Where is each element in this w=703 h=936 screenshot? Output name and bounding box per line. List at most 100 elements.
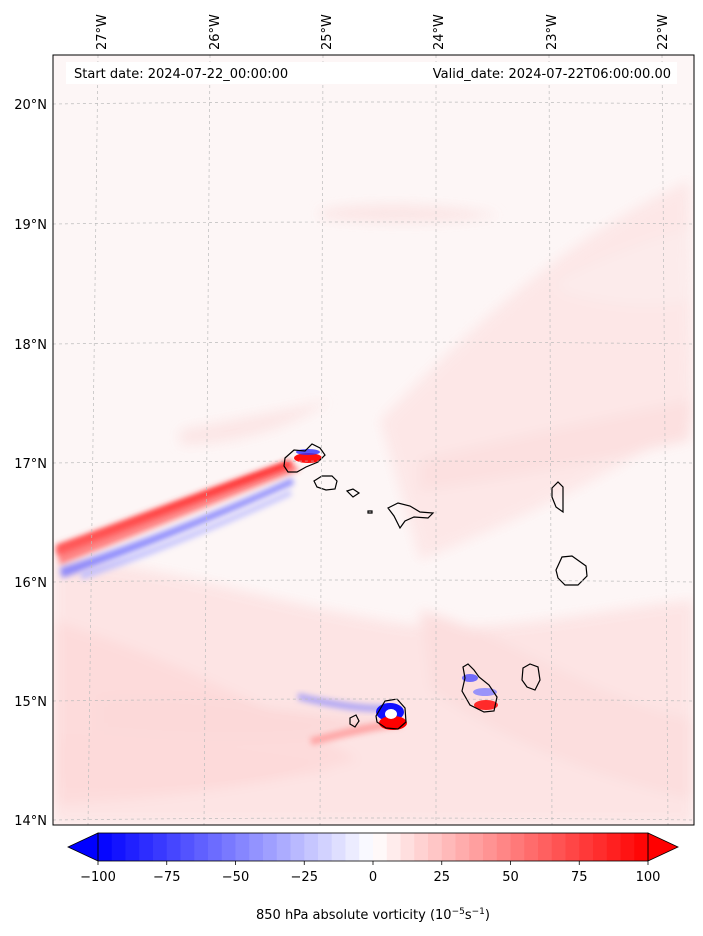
colorbar-steps [98,833,649,861]
colorbar-step [359,833,374,861]
coast-sal [551,481,564,514]
colorbar-step [180,833,195,861]
colorbar-step [331,833,346,861]
colorbar-tick-label: −25 [291,870,318,885]
colorbar-label: 850 hPa absolute vorticity (10−5s−1) [256,907,490,923]
coast-sao-nicolau [387,502,435,530]
grid-lon-27w [87,55,99,825]
colorbar-step [290,833,305,861]
coast-sao-vicente [313,475,338,491]
grid-lat-17n [53,460,694,464]
colorbar-step [551,833,566,861]
colorbar-step [139,833,154,861]
santo-antao-maximum [294,453,322,463]
colorbar-tick-label: −100 [80,870,116,885]
fogo-wake [298,693,407,745]
grid-lat-15n [53,698,694,702]
lon-label: 27°W [95,14,110,50]
colorbar-step [111,833,126,861]
colorbar-step [208,833,223,861]
colorbar-tick-label: 75 [571,870,588,885]
colorbar-tick-label: 25 [433,870,450,885]
colorbar-step [620,833,635,861]
coast-brava [349,714,360,728]
grid-lon-22w [661,55,669,825]
colorbar-step [510,833,525,861]
colorbar-step [263,833,278,861]
coastlines [283,443,588,730]
colorbar-tick-label: 100 [636,870,661,885]
coast-santa-luzia [345,488,361,498]
colorbar-step [593,833,608,861]
colorbar: −100 −75 −50 −25 0 25 50 75 100 850 hPa absolute… [67,832,679,923]
colorbar-step [565,833,580,861]
colorbar-step [579,833,594,861]
longitude-labels: 27°W 26°W 25°W 24°W 23°W 22°W [95,14,671,50]
coast-fogo [375,698,407,730]
lon-label: 23°W [545,14,560,50]
grid-lon-26w [203,55,211,825]
colorbar-step [496,833,511,861]
grid-lon-23w [548,55,553,825]
lat-label: 17°N [14,457,47,472]
lon-label: 25°W [320,14,335,50]
latitude-labels: 20°N 19°N 18°N 17°N 16°N 15°N 14°N [14,98,47,829]
island-wake-trail [56,460,300,580]
colorbar-ticks: −100 −75 −50 −25 0 25 50 75 100 [80,861,660,885]
grid-lat-14n [53,817,694,821]
colorbar-tick-label: 0 [369,870,377,885]
lat-label: 18°N [14,338,47,353]
colorbar-step [538,833,553,861]
lat-label: 15°N [14,695,47,710]
colorbar-step [125,833,140,861]
colorbar-tick-label: 50 [502,870,519,885]
gridlines [53,55,694,825]
colorbar-tick-label: −75 [153,870,180,885]
valid-date-label: Valid_date: 2024-07-22T06:00:00.00 [433,67,671,82]
colorbar-step [455,833,470,861]
map-frame [52,54,695,826]
colorbar-step [153,833,168,861]
coast-maio [521,663,541,691]
colorbar-extend-high [647,832,679,862]
lat-label: 14°N [14,814,47,829]
lon-label: 22°W [656,14,671,50]
map-panel: Start date: 2024-07-22_00:00:00 Valid_da… [52,54,695,826]
colorbar-step [194,833,209,861]
start-date-label: Start date: 2024-07-22_00:00:00 [74,67,288,82]
colorbar-step [276,833,291,861]
colorbar-step [524,833,539,861]
santo-antao-minimum [296,449,320,455]
colorbar-tick-label: −50 [222,870,249,885]
colorbar-extend-low [67,832,99,862]
colorbar-step [441,833,456,861]
colorbar-step [606,833,621,861]
colorbar-step [318,833,333,861]
lat-label: 20°N [14,98,47,113]
coast-razo [367,510,373,514]
colorbar-step [221,833,236,861]
colorbar-step [469,833,484,861]
colorbar-step [249,833,264,861]
colorbar-step [400,833,415,861]
colorbar-step [235,833,250,861]
grid-lat-20n [53,101,694,105]
lat-label: 16°N [14,576,47,591]
lat-label: 19°N [14,218,47,233]
coast-santiago [461,663,498,713]
background-vorticity-texture [53,180,694,825]
lon-label: 26°W [208,14,223,50]
grid-lon-25w [319,55,324,825]
grid-lat-19n [53,221,694,225]
grid-lat-18n [53,341,694,345]
colorbar-step [634,833,649,861]
colorbar-step [386,833,401,861]
colorbar-step [483,833,498,861]
colorbar-step [428,833,443,861]
vorticity-field [53,55,694,825]
colorbar-step [414,833,429,861]
santiago-wake [462,674,498,710]
lon-label: 24°W [432,14,447,50]
colorbar-step [345,833,360,861]
